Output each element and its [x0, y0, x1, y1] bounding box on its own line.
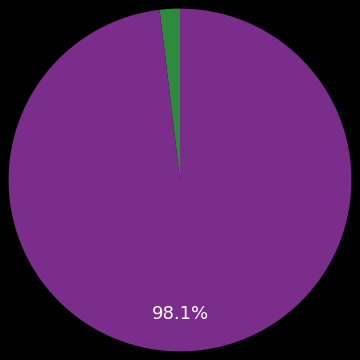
Text: 98.1%: 98.1% [152, 305, 208, 323]
Wedge shape [159, 9, 180, 180]
Wedge shape [9, 9, 351, 351]
